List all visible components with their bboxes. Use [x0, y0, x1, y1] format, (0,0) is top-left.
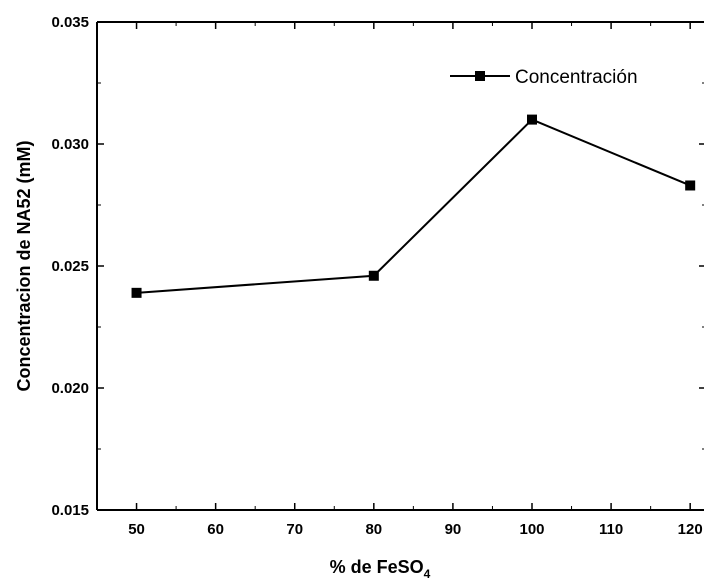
data-point [368, 270, 379, 281]
x-tick-label: 80 [365, 521, 382, 538]
x-tick-label: 50 [128, 521, 145, 538]
y-tick-label: 0.035 [51, 14, 89, 31]
series-line [136, 118, 691, 294]
x-axis-label-subscript: 4 [424, 567, 431, 581]
legend-marker [475, 71, 485, 81]
data-point [685, 180, 696, 191]
y-tick-label: 0.015 [51, 502, 89, 519]
x-tick-label: 110 [599, 521, 623, 538]
y-axis-label: Concentracion de NA52 (mM) [14, 140, 34, 391]
x-axis-label: % de FeSO4 [330, 557, 431, 581]
x-tick-label: 60 [207, 521, 224, 538]
x-tick-label: 70 [286, 521, 303, 538]
y-tick-label: 0.025 [51, 258, 89, 275]
y-tick-label: 0.030 [51, 136, 89, 153]
data-point [131, 287, 142, 298]
data-point [527, 114, 537, 125]
ticks: 50 60 70 80 90 100 110 120 0.015 0.020 0.025 0.030 0… [51, 14, 704, 538]
x-tick-label: 100 [519, 521, 544, 538]
legend-label: Concentración [515, 67, 638, 88]
y-tick-label: 0.020 [51, 380, 89, 397]
legend: Concentración [450, 67, 638, 88]
x-tick-label: 90 [445, 521, 462, 538]
plot-area [97, 22, 704, 510]
series [131, 114, 696, 298]
x-axis-label-main: % de FeSO [330, 557, 424, 577]
x-tick-label: 120 [678, 521, 703, 538]
